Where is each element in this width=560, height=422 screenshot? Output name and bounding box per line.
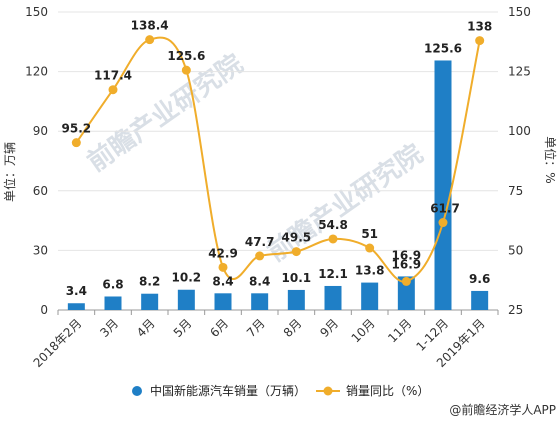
right-axis-title: 单位：% — [543, 136, 558, 183]
line-value-label: 138 — [467, 20, 492, 34]
x-tick-label: 8月 — [281, 316, 305, 340]
bar-value-label: 8.4 — [212, 274, 233, 288]
bar-series — [67, 60, 489, 310]
left-axis-title: 单位：万辆 — [2, 142, 17, 202]
y-right-tick-label: 75 — [508, 184, 523, 198]
bar-value-label: 16.9 — [392, 257, 422, 271]
line-value-label: 61.7 — [430, 202, 460, 216]
bar-value-label: 3.4 — [66, 284, 87, 298]
bar-value-label: 12.1 — [318, 267, 348, 281]
bar — [104, 296, 122, 310]
line-value-label: 117.4 — [94, 69, 132, 83]
bar-value-label: 9.6 — [469, 272, 490, 286]
x-tick-label: 9月 — [317, 316, 341, 340]
x-tick-label: 7月 — [244, 316, 268, 340]
legend-bar-label: 中国新能源汽车销量（万辆） — [150, 383, 306, 398]
bar — [287, 289, 305, 310]
line-point — [108, 85, 118, 95]
x-tick-label: 10月 — [349, 316, 378, 345]
y-right-tick-label: 50 — [508, 243, 523, 257]
bar-value-label: 10.2 — [172, 271, 202, 285]
line-value-label: 47.7 — [245, 235, 275, 249]
bar-value-label: 6.8 — [102, 277, 123, 291]
y-right-tick-label: 150 — [508, 5, 531, 19]
axes: 0 30 60 90 120 150 25 50 75 100 125 150 2018年2月 3月 4月 5… — [25, 5, 531, 370]
bar-value-label: 8.4 — [249, 274, 270, 288]
line-point — [71, 138, 81, 148]
line-point — [475, 36, 485, 46]
bar-value-label: 10.1 — [282, 271, 312, 285]
bar — [177, 289, 195, 310]
bar — [434, 60, 452, 310]
y-left-tick-label: 120 — [25, 65, 48, 79]
bar — [214, 293, 232, 310]
line-point — [328, 234, 338, 244]
bar — [141, 293, 159, 310]
y-left-tick-label: 90 — [33, 124, 48, 138]
y-right-tick-label: 25 — [508, 303, 523, 317]
line-value-label: 51 — [361, 227, 378, 241]
x-tick-label: 2018年2月 — [31, 316, 85, 370]
bar — [397, 276, 415, 310]
data-labels: 3.4 6.8 8.2 10.2 8.4 8.4 10.1 12.1 13.8 16.9 125.6… — [62, 19, 493, 299]
line-point — [145, 35, 155, 45]
line-value-label: 49.5 — [282, 231, 312, 245]
x-tick-label: 11月 — [385, 316, 414, 345]
x-tick-label: 6月 — [207, 316, 231, 340]
x-tick-label: 3月 — [97, 316, 121, 340]
line-point — [291, 247, 301, 257]
line-point — [181, 65, 191, 75]
legend-line-label: 销量同比（%） — [346, 384, 429, 398]
y-right-tick-label: 125 — [508, 65, 531, 79]
line-point — [218, 262, 228, 272]
y-right-tick-label: 100 — [508, 124, 531, 138]
bar — [67, 303, 85, 310]
y-left-tick-label: 0 — [40, 303, 48, 317]
watermark-text: 前瞻产业研究院 — [82, 48, 249, 178]
y-left-tick-label: 30 — [33, 243, 48, 257]
bar-value-label: 8.2 — [139, 275, 160, 289]
bar — [361, 282, 379, 310]
bar — [251, 293, 269, 310]
line-value-label: 95.2 — [62, 122, 92, 136]
source-label: @前瞻经济学人APP — [449, 402, 556, 417]
bar-value-label: 13.8 — [355, 264, 385, 278]
bar-value-label: 125.6 — [424, 41, 462, 55]
line-series — [71, 35, 485, 286]
line-point — [365, 243, 375, 253]
line-value-label: 125.6 — [167, 49, 205, 63]
y-left-tick-label: 60 — [33, 184, 48, 198]
bar — [471, 290, 489, 310]
y-left-tick-label: 150 — [25, 5, 48, 19]
line-value-label: 54.8 — [318, 218, 348, 232]
line-value-label: 42.9 — [208, 246, 238, 260]
line-point — [401, 276, 411, 286]
x-tick-label: 5月 — [171, 316, 195, 340]
line-value-label: 16.9 — [392, 248, 422, 262]
legend-bar-marker — [132, 386, 142, 396]
bar — [324, 285, 342, 310]
x-tick-label: 4月 — [134, 316, 158, 340]
line-point — [255, 251, 265, 261]
line-point — [438, 218, 448, 228]
legend: 中国新能源汽车销量（万辆） 销量同比（%） — [132, 383, 429, 398]
legend-line-marker-dot — [323, 386, 333, 396]
line-value-label: 138.4 — [131, 19, 169, 33]
